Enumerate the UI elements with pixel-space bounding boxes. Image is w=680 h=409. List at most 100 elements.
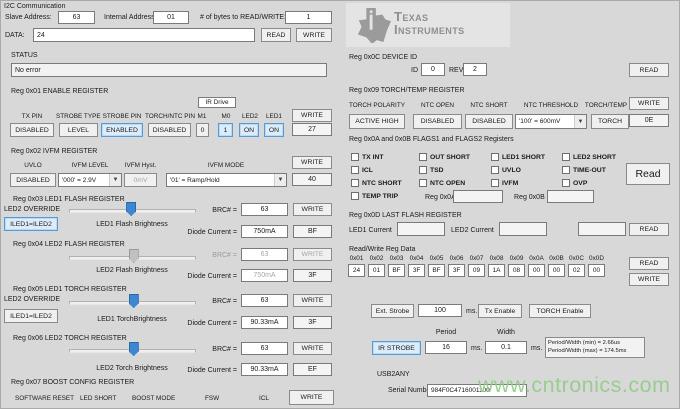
reg05-diode-current-field[interactable]: 90.33mA bbox=[241, 316, 288, 329]
ir-strobe-button[interactable]: IR STROBE bbox=[372, 341, 421, 355]
ntc-open-button[interactable]: DISABLED bbox=[413, 114, 462, 129]
ntc-threshold-select[interactable]: '100' = 600mV ▼ bbox=[515, 114, 587, 129]
reg07-write-button[interactable]: WRITE bbox=[289, 390, 334, 405]
slider-thumb[interactable] bbox=[126, 202, 137, 216]
checkbox[interactable] bbox=[562, 179, 570, 187]
ivfm-mode-select[interactable]: '01' = Ramp/Hold ▼ bbox=[166, 173, 287, 187]
status-label: STATUS bbox=[11, 52, 38, 59]
torch-enable-button[interactable]: TORCH Enable bbox=[529, 304, 591, 318]
ext-strobe-period-field[interactable]: 100 bbox=[418, 304, 462, 317]
m0-button[interactable]: 1 bbox=[218, 123, 233, 137]
reg03-iled-override-button[interactable]: ILED1=ILED2 bbox=[4, 217, 58, 231]
reg04-diode-current-field[interactable]: 750mA bbox=[241, 269, 288, 282]
ivfm-level-select[interactable]: '000' = 2.9V ▼ bbox=[58, 173, 122, 187]
checkbox[interactable] bbox=[351, 179, 359, 187]
regdata-cell[interactable]: BF bbox=[388, 264, 405, 277]
regdata-read-button[interactable]: READ bbox=[629, 257, 669, 270]
ivfm-mode-value: '01' = Ramp/Hold bbox=[170, 176, 220, 184]
led2-enable-button[interactable]: ON bbox=[239, 123, 259, 137]
led2-flash-brightness-slider[interactable] bbox=[69, 248, 196, 264]
serial-number-label: Serial Number: bbox=[388, 387, 435, 394]
reg04-brc-field[interactable]: 63 bbox=[241, 248, 288, 261]
regdata-cell[interactable]: 00 bbox=[588, 264, 605, 277]
reg01-write-button[interactable]: WRITE bbox=[292, 109, 332, 122]
checkbox[interactable] bbox=[351, 192, 359, 200]
ivfm-mode-header: IVFM MODE bbox=[207, 162, 245, 169]
regdata-cell[interactable]: 00 bbox=[548, 264, 565, 277]
led1-torch-brightness-slider[interactable] bbox=[69, 293, 196, 309]
regdata-cell[interactable]: 00 bbox=[528, 264, 545, 277]
reg03-write-button[interactable]: WRITE bbox=[293, 203, 332, 216]
led1-enable-button[interactable]: ON bbox=[264, 123, 284, 137]
torch-polarity-button[interactable]: ACTIVE HIGH bbox=[349, 114, 405, 129]
checkbox[interactable] bbox=[491, 166, 499, 174]
reg04-write-button[interactable]: WRITE bbox=[293, 248, 332, 261]
torch-temp-button[interactable]: TORCH bbox=[591, 114, 629, 129]
uvlo-button[interactable]: DISABLED bbox=[10, 173, 56, 187]
slave-address-field[interactable]: 63 bbox=[58, 11, 95, 24]
internal-address-field[interactable]: 01 bbox=[153, 11, 189, 24]
reg03-diode-current-field[interactable]: 750mA bbox=[241, 225, 288, 238]
regdata-cell[interactable]: 3F bbox=[448, 264, 465, 277]
reg06-brc-field[interactable]: 63 bbox=[241, 342, 288, 355]
ti-logo-panel: Texas Instruments bbox=[346, 3, 510, 47]
ir-drive-field[interactable]: IR Drive bbox=[198, 97, 236, 108]
checkbox[interactable] bbox=[419, 179, 427, 187]
i2c-write-button[interactable]: WRITE bbox=[296, 28, 332, 42]
regdata-cell[interactable]: 1A bbox=[488, 264, 505, 277]
checkbox[interactable] bbox=[562, 153, 570, 161]
reg01-title: Reg 0x01 ENABLE REGISTER bbox=[11, 88, 109, 95]
regdata-cell[interactable]: BF bbox=[428, 264, 445, 277]
flags-read-button[interactable]: Read bbox=[626, 163, 670, 185]
reg06-write-button[interactable]: WRITE bbox=[293, 342, 332, 355]
regdata-cell[interactable]: 3F bbox=[408, 264, 425, 277]
uvlo-header: UVLO bbox=[24, 162, 42, 169]
tx-pin-button[interactable]: DISABLED bbox=[10, 123, 54, 137]
strobe-pin-button[interactable]: ENABLED bbox=[101, 123, 143, 137]
checkbox[interactable] bbox=[491, 179, 499, 187]
reg05-brc-field[interactable]: 63 bbox=[241, 294, 288, 307]
regdata-write-button[interactable]: WRITE bbox=[629, 273, 669, 286]
checkbox[interactable] bbox=[419, 166, 427, 174]
tx-enable-button[interactable]: Tx Enable bbox=[478, 304, 522, 318]
slider-thumb[interactable] bbox=[128, 249, 139, 263]
m1-button[interactable]: 0 bbox=[196, 123, 209, 137]
strobe-type-button[interactable]: LEVEL bbox=[59, 123, 98, 137]
torch-ntc-pin-button[interactable]: DISABLED bbox=[148, 123, 191, 137]
regdata-header: 0x0B bbox=[549, 255, 564, 262]
bytes-field[interactable]: 1 bbox=[285, 11, 332, 24]
regdata-cell[interactable]: 08 bbox=[508, 264, 525, 277]
checkbox[interactable] bbox=[562, 166, 570, 174]
checkbox[interactable] bbox=[351, 153, 359, 161]
reg05-iled-override-button[interactable]: ILED1=ILED2 bbox=[4, 309, 58, 323]
reg06-diode-current-field[interactable]: 90.33mA bbox=[241, 363, 288, 376]
i2c-read-button[interactable]: READ bbox=[261, 28, 291, 42]
slider-thumb[interactable] bbox=[128, 294, 139, 308]
reg09-write-button[interactable]: WRITE bbox=[629, 97, 669, 110]
ntc-short-button[interactable]: DISABLED bbox=[465, 114, 513, 129]
checkbox[interactable] bbox=[491, 153, 499, 161]
reg02-write-button[interactable]: WRITE bbox=[292, 156, 332, 169]
checkbox[interactable] bbox=[419, 153, 427, 161]
data-field[interactable]: 24 bbox=[33, 28, 255, 42]
regdata-cell[interactable]: 09 bbox=[468, 264, 485, 277]
flag-out-short: OUT SHORT bbox=[419, 153, 470, 161]
led2-torch-brightness-slider[interactable] bbox=[69, 341, 196, 357]
regdata-cell[interactable]: 02 bbox=[568, 264, 585, 277]
checkbox[interactable] bbox=[351, 166, 359, 174]
regdata-cell[interactable]: 01 bbox=[368, 264, 385, 277]
ti-wordmark-line2: Instruments bbox=[394, 22, 465, 37]
led1-flash-brightness-slider[interactable] bbox=[69, 201, 196, 217]
slider-thumb[interactable] bbox=[128, 342, 139, 356]
reg05-write-button[interactable]: WRITE bbox=[293, 294, 332, 307]
ir-width-field[interactable]: 0.1 bbox=[485, 341, 527, 354]
regdata-cell[interactable]: 24 bbox=[348, 264, 365, 277]
ext-strobe-button[interactable]: Ext. Strobe bbox=[371, 304, 414, 318]
serial-number-field[interactable]: 984F0C4716001100 bbox=[427, 384, 527, 397]
reg0c-read-button[interactable]: READ bbox=[629, 63, 669, 77]
ir-period-field[interactable]: 16 bbox=[425, 341, 467, 354]
flag-uvlo: UVLO bbox=[491, 166, 521, 174]
reg03-brc-field[interactable]: 63 bbox=[241, 203, 288, 216]
reg03-slider-label: LED1 Flash Brightness bbox=[96, 221, 168, 228]
reg0d-read-button[interactable]: READ bbox=[629, 223, 669, 236]
